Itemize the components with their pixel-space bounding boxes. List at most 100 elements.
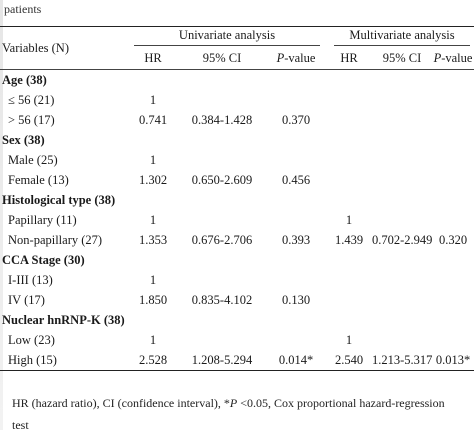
cell-u-ci — [178, 210, 266, 230]
table-row: ≤ 56 (21) 1 — [0, 90, 474, 110]
cell-m-hr: 1.439 — [334, 232, 364, 247]
cell-u-p — [266, 330, 326, 350]
p-suffix: -value — [284, 50, 316, 65]
cell-m-hr: 2.540 — [334, 352, 364, 367]
cell-m-p — [432, 150, 474, 170]
cell-m-hr — [326, 110, 372, 130]
cell-u-hr: 1.353 — [138, 232, 168, 247]
footnote-p: P — [229, 396, 238, 410]
cell-u-ci — [178, 90, 266, 110]
hazard-regression-table: Variables (N) Univariate analysis Multiv… — [0, 26, 474, 371]
cell-m-hr — [326, 290, 372, 310]
cell-m-p — [432, 90, 474, 110]
cell-u-ci — [178, 330, 266, 350]
cell-m-ci — [372, 170, 432, 190]
table-row: Female (13) 1.302 0.650-2.609 0.456 — [0, 170, 474, 190]
cell-m-p: 0.013* — [435, 352, 471, 367]
group-row: Sex (38) — [0, 130, 474, 150]
univariate-p-header: P-value — [266, 47, 326, 70]
multivariate-header: Multivariate analysis — [326, 27, 474, 48]
univariate-ci-header: 95% CI — [202, 50, 242, 65]
cell-m-ci — [372, 110, 432, 130]
row-label: Male (25) — [8, 152, 58, 167]
cell-u-hr: 1 — [149, 272, 157, 287]
footnote: HR (hazard ratio), CI (confidence interv… — [12, 392, 472, 436]
cell-u-p: 0.456 — [281, 172, 311, 187]
cell-m-ci — [372, 90, 432, 110]
table-caption: patients — [4, 2, 42, 16]
cell-m-p — [432, 290, 474, 310]
row-label: Female (13) — [8, 172, 69, 187]
cell-m-p — [432, 110, 474, 130]
row-label: IV (17) — [8, 292, 45, 307]
cell-u-p: 0.130 — [281, 292, 311, 307]
cell-m-hr — [326, 270, 372, 290]
cell-m-p — [432, 270, 474, 290]
group-row: Nuclear hnRNP-K (38) — [0, 310, 474, 330]
row-label: ≤ 56 (21) — [8, 92, 55, 107]
cell-u-p — [266, 90, 326, 110]
cell-u-ci: 0.384-1.428 — [191, 112, 253, 127]
table-row: IV (17) 1.850 0.835-4.102 0.130 — [0, 290, 474, 310]
univariate-header-label: Univariate analysis — [134, 28, 321, 46]
cell-m-p — [432, 170, 474, 190]
table-row: > 56 (17) 0.741 0.384-1.428 0.370 — [0, 110, 474, 130]
cell-u-ci — [178, 270, 266, 290]
table-row: Low (23) 1 1 — [0, 330, 474, 350]
row-label: I-III (13) — [8, 272, 53, 287]
multivariate-ci-header: 95% CI — [382, 50, 422, 65]
cell-m-hr — [326, 90, 372, 110]
cell-u-hr: 1.302 — [138, 172, 168, 187]
cell-u-p — [266, 210, 326, 230]
univariate-hr-header: HR — [144, 50, 162, 65]
row-label: Non-papillary (27) — [8, 232, 103, 247]
cell-m-p — [432, 210, 474, 230]
cell-u-p — [266, 270, 326, 290]
cell-u-ci: 0.650-2.609 — [191, 172, 253, 187]
cell-m-ci — [372, 210, 432, 230]
cell-u-ci — [178, 150, 266, 170]
row-label: Papillary (11) — [8, 212, 77, 227]
cell-m-ci — [372, 290, 432, 310]
group-title: CCA Stage (30) — [2, 252, 85, 267]
table-row: Papillary (11) 1 1 — [0, 210, 474, 230]
footnote-line-2: test — [12, 418, 29, 432]
cell-m-ci: 1.213-5.317 — [372, 352, 433, 367]
p-italic: P — [276, 50, 285, 65]
cell-m-hr — [326, 170, 372, 190]
table-row: I-III (13) 1 — [0, 270, 474, 290]
cell-u-hr: 1.850 — [138, 292, 168, 307]
table-row: Non-papillary (27) 1.353 0.676-2.706 0.393 1… — [0, 230, 474, 250]
header-row-columns: HR 95% CI P-value HR 95% CI P-value — [0, 47, 474, 70]
group-title: Sex (38) — [2, 132, 45, 147]
row-label: > 56 (17) — [8, 112, 55, 127]
table-row: High (15) 2.528 1.208-5.294 0.014* 2.540 1.21… — [0, 350, 474, 371]
multivariate-p-header: P-value — [432, 47, 474, 70]
cell-u-p: 0.014* — [278, 352, 314, 367]
group-title: Nuclear hnRNP-K (38) — [2, 312, 125, 327]
group-row: Age (38) — [0, 70, 474, 91]
cell-m-hr: 1 — [345, 332, 353, 347]
footnote-text-b: <0.05, Cox proportional hazard-regressio… — [237, 396, 445, 410]
cell-u-hr: 1 — [149, 212, 157, 227]
cell-m-hr — [326, 150, 372, 170]
cell-m-ci — [372, 270, 432, 290]
cell-u-hr: 1 — [149, 152, 157, 167]
cell-u-hr: 0.741 — [138, 112, 168, 127]
cell-m-p: 0.320 — [438, 232, 468, 247]
p-suffix: -value — [441, 50, 473, 65]
table-row: Male (25) 1 — [0, 150, 474, 170]
cell-u-ci: 0.676-2.706 — [191, 232, 253, 247]
footnote-line-1: HR (hazard ratio), CI (confidence interv… — [12, 392, 472, 414]
cell-m-ci — [372, 150, 432, 170]
group-title: Histological type (38) — [2, 192, 116, 207]
group-title: Age (38) — [2, 72, 47, 87]
cell-u-hr: 2.528 — [138, 352, 168, 367]
page-edge-strip — [0, 0, 3, 430]
cell-u-ci: 1.208-5.294 — [191, 352, 253, 367]
cell-u-p: 0.393 — [281, 232, 311, 247]
cell-m-ci — [372, 330, 432, 350]
header-row-groups: Variables (N) Univariate analysis Multiv… — [0, 26, 474, 55]
footnote-text-a: HR (hazard ratio), CI (confidence interv… — [12, 396, 230, 410]
univariate-header: Univariate analysis — [128, 27, 326, 48]
